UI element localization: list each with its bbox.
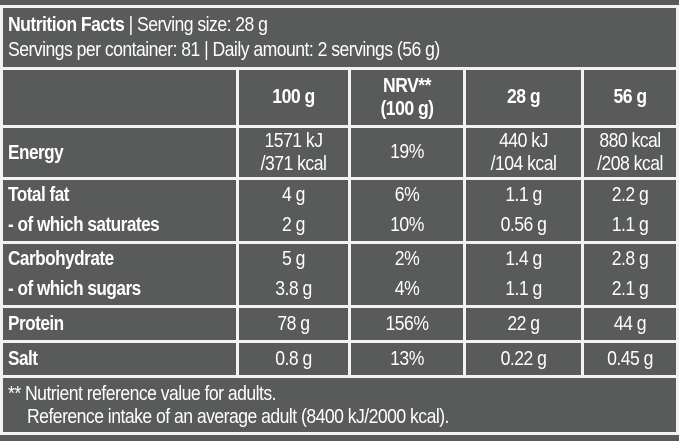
row-label: Total fat	[8, 184, 69, 206]
divider	[0, 177, 679, 180]
divider	[0, 432, 679, 435]
energy-100g: 1571 kJ/371 kcal	[260, 129, 327, 175]
cell-v100: 78 g	[277, 312, 310, 335]
row-label: - of which sugars	[8, 278, 141, 300]
header-28g: 28 g	[506, 86, 541, 108]
cell-v28: 22 g	[507, 312, 540, 335]
cell-v28: 1.4 g	[505, 247, 542, 270]
cell-nrv: 10%	[390, 213, 424, 236]
cell-v100: 3.8 g	[275, 277, 312, 300]
cell-v56: 2.8 g	[611, 247, 649, 270]
cell-v100: 5 g	[282, 247, 305, 270]
divider	[0, 305, 679, 308]
title-line: Nutrition Facts | Serving size: 28 g	[8, 13, 268, 37]
header-56g: 56 g	[613, 86, 647, 108]
cell-v28: 1.1 g	[505, 183, 542, 206]
cell-v28: 0.56 g	[500, 213, 547, 236]
cell-v56: 1.1 g	[611, 213, 649, 236]
divider	[236, 67, 239, 378]
cell-v56: 2.1 g	[611, 277, 649, 300]
divider	[0, 375, 679, 378]
serving-size: | Serving size: 28 g	[128, 14, 268, 36]
cell-v100: 4 g	[282, 183, 305, 206]
divider	[0, 67, 679, 70]
energy-28g: 440 kJ/104 kcal	[490, 129, 557, 175]
footnote-line1: ** Nutrient reference value for adults.	[8, 383, 277, 405]
cell-v100: 0.8 g	[275, 347, 312, 370]
cell-v56: 44 g	[613, 312, 647, 335]
divider	[0, 5, 679, 8]
divider	[348, 67, 351, 378]
divider	[0, 241, 679, 244]
cell-nrv: 156%	[385, 312, 429, 335]
divider	[0, 5, 3, 435]
divider	[676, 5, 679, 435]
cell-v100: 2 g	[282, 213, 305, 236]
cell-v56: 0.45 g	[607, 347, 653, 370]
title: Nutrition Facts	[8, 14, 125, 36]
cell-nrv: 13%	[390, 347, 424, 370]
footnote-line2: Reference intake of an average adult (84…	[27, 406, 449, 428]
cell-v56: 2.2 g	[611, 183, 649, 206]
row-label: Salt	[8, 348, 38, 370]
divider	[581, 67, 584, 378]
energy-56g: 880 kcal/208 kcal	[597, 129, 663, 175]
divider	[0, 340, 679, 343]
divider	[463, 67, 466, 378]
row-label: Carbohydrate	[8, 248, 114, 270]
row-label: Energy	[8, 142, 64, 164]
header-nrv: NRV** (100 g)	[380, 74, 434, 120]
header-100g: 100 g	[272, 86, 315, 108]
servings-line: Servings per container: 81 | Daily amoun…	[8, 39, 440, 61]
divider	[0, 125, 679, 128]
cell-v28: 0.22 g	[500, 347, 547, 370]
cell-v28: 1.1 g	[505, 277, 542, 300]
row-label: Protein	[8, 313, 64, 335]
energy-nrv: 19%	[390, 141, 424, 163]
row-label: - of which saturates	[8, 214, 160, 236]
cell-nrv: 6%	[394, 183, 420, 206]
cell-nrv: 2%	[394, 247, 420, 270]
cell-nrv: 4%	[394, 277, 420, 300]
